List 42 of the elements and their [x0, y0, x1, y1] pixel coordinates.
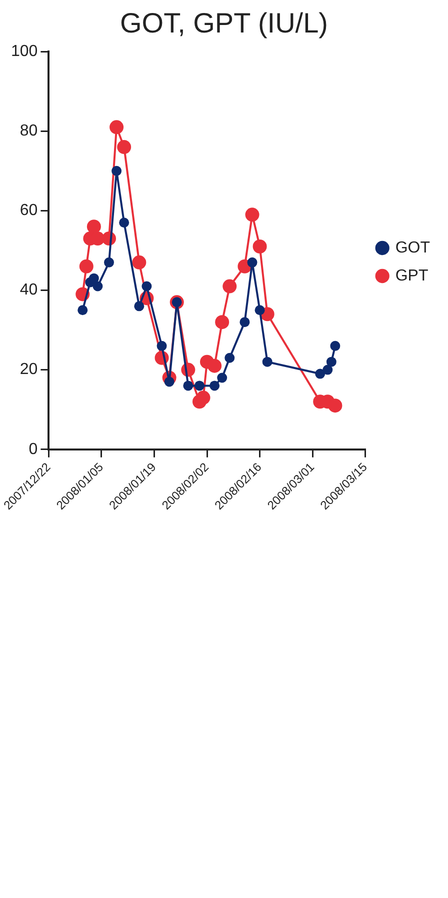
point [79, 259, 94, 274]
point [215, 315, 230, 330]
point [112, 166, 122, 176]
legend-label: GOT [395, 239, 430, 256]
point [132, 255, 146, 270]
point [224, 352, 235, 363]
point [328, 398, 342, 413]
point [117, 140, 132, 154]
point [194, 380, 204, 391]
point [110, 120, 124, 134]
point [78, 305, 88, 316]
y-tick-label: 60 [20, 202, 38, 220]
point [142, 281, 152, 292]
point [330, 340, 340, 351]
point [208, 358, 222, 373]
point [196, 390, 210, 405]
point [217, 372, 228, 383]
point [86, 220, 101, 234]
point [247, 257, 258, 268]
point [134, 301, 144, 312]
point [210, 380, 220, 391]
point [222, 279, 237, 294]
chart-title: GOT, GPT (IU/L) [120, 8, 328, 39]
point [322, 364, 333, 375]
point [252, 240, 267, 254]
y-tick-label: 0 [28, 440, 38, 458]
point [119, 218, 130, 228]
point [245, 208, 260, 222]
point [326, 356, 336, 367]
point [92, 281, 103, 292]
point [183, 380, 194, 391]
point [315, 368, 326, 379]
y-tick-label: 20 [20, 361, 38, 378]
point [262, 356, 272, 367]
point [254, 305, 265, 316]
y-tick-label: 40 [20, 282, 38, 299]
point [104, 257, 114, 268]
y-tick-label: 80 [20, 122, 38, 140]
point [156, 340, 167, 351]
y-tick-label: 100 [10, 43, 38, 60]
legend-label: GPT [395, 267, 428, 284]
point [240, 317, 250, 328]
